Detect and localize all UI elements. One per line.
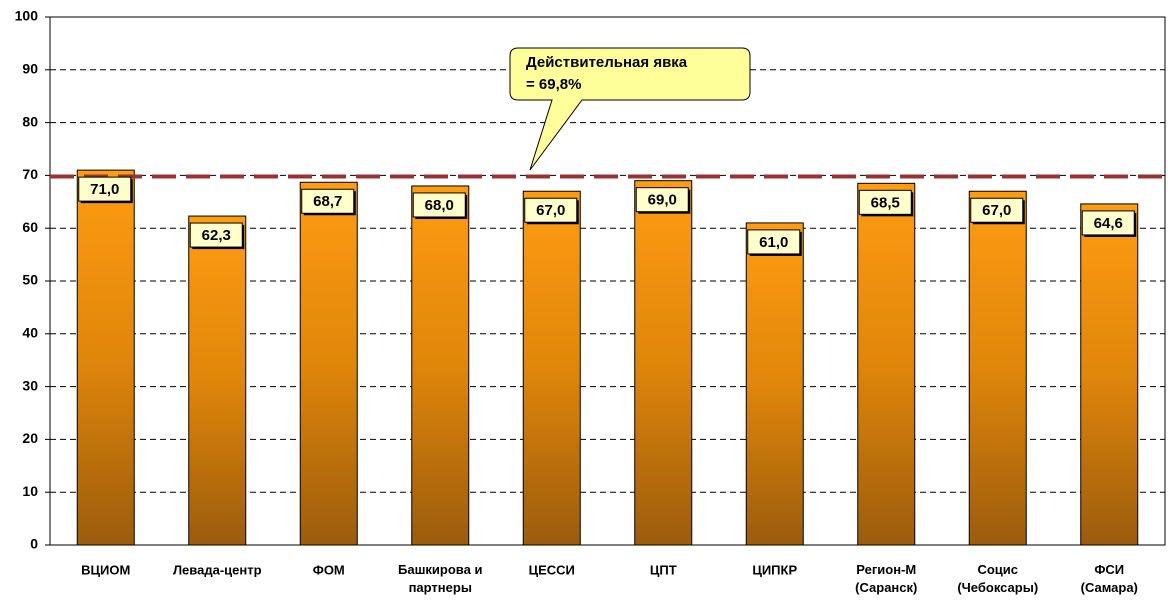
bar	[634, 180, 693, 546]
y-tick-label: 0	[30, 536, 38, 552]
bar	[857, 182, 916, 546]
x-tick-label: ЦЕССИ	[529, 562, 575, 577]
bar	[188, 215, 247, 546]
value-label: 62,3	[202, 227, 231, 244]
value-label: 67,0	[982, 202, 1011, 219]
y-tick-label: 20	[22, 430, 38, 446]
value-label-box	[78, 176, 132, 202]
y-tick-label: 10	[22, 483, 38, 499]
value-label-box	[635, 187, 689, 213]
value-label: 68,5	[871, 194, 900, 211]
y-tick-label: 70	[22, 166, 38, 182]
value-label: 69,0	[648, 192, 677, 209]
value-label-box	[747, 229, 801, 255]
value-label: 64,6	[1094, 215, 1123, 232]
y-tick-label: 60	[22, 219, 38, 235]
bar	[411, 185, 470, 546]
y-tick-label: 50	[22, 272, 38, 288]
callout-text: Действительная явка	[526, 54, 688, 71]
value-label: 68,0	[425, 197, 454, 214]
value-label-box	[970, 197, 1024, 223]
bar	[299, 181, 358, 546]
value-label-box	[858, 189, 912, 215]
x-tick-label: Левада-центр	[173, 562, 262, 577]
value-label: 61,0	[759, 234, 788, 251]
value-label-box	[1081, 210, 1135, 236]
bar	[76, 169, 135, 546]
y-tick-label: 80	[22, 113, 38, 129]
value-label-box	[301, 188, 355, 214]
value-label: 67,0	[536, 202, 565, 219]
y-tick-label: 30	[22, 377, 38, 393]
callout	[509, 47, 751, 171]
x-tick-label: ФОМ	[313, 562, 345, 577]
x-tick-label: ЦИПКР	[752, 562, 797, 577]
bar	[745, 222, 804, 546]
x-tick-label: ВЦИОМ	[81, 562, 130, 577]
callout-text: = 69,8%	[526, 76, 581, 93]
plot-area	[49, 16, 1166, 546]
y-tick-label: 90	[22, 61, 38, 77]
x-tick-label: Регион-М (Саранск)	[855, 562, 917, 595]
value-label: 71,0	[90, 181, 119, 198]
x-tick-label: ЦПТ	[650, 562, 677, 577]
value-label-box	[524, 197, 578, 223]
value-label: 68,7	[313, 193, 342, 210]
bar	[968, 190, 1027, 546]
x-tick-label: ФСИ (Самара)	[1081, 562, 1138, 595]
bar	[1080, 203, 1139, 546]
value-label-box	[189, 222, 243, 248]
y-tick-label: 100	[15, 8, 39, 24]
x-tick-label: Башкирова и партнеры	[398, 562, 482, 595]
bar	[522, 190, 581, 546]
x-tick-label: Социс (Чебоксары)	[957, 562, 1038, 595]
y-tick-label: 40	[22, 325, 38, 341]
value-label-box	[412, 192, 466, 218]
